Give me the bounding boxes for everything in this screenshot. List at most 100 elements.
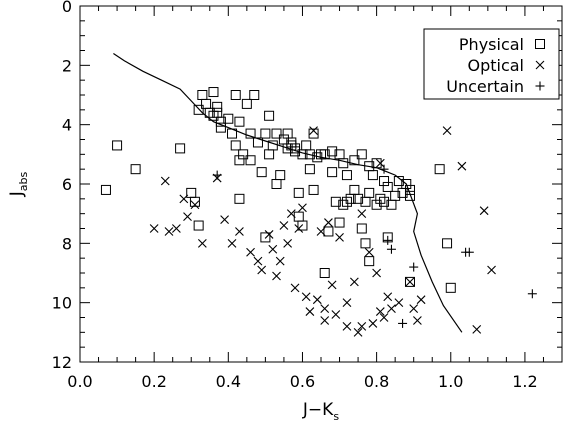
optical-point xyxy=(364,247,374,257)
optical-point xyxy=(375,158,385,168)
physical-point xyxy=(404,190,415,201)
optical-point xyxy=(268,244,278,254)
optical-point xyxy=(320,304,330,313)
optical-point xyxy=(190,200,200,210)
optical-point xyxy=(413,316,422,325)
optical-point xyxy=(164,227,174,236)
y-tick-label: 10 xyxy=(52,294,72,313)
optical-point xyxy=(442,126,452,135)
physical-point xyxy=(323,226,334,237)
optical-point xyxy=(375,307,385,316)
physical-point xyxy=(215,116,226,127)
optical-point xyxy=(405,277,415,287)
optical-point xyxy=(179,194,189,204)
x-tick-label: 1.0 xyxy=(438,372,463,391)
optical-point xyxy=(286,209,296,219)
optical-point xyxy=(264,230,274,239)
y-tick-label: 6 xyxy=(62,175,72,194)
physical-point xyxy=(390,190,401,201)
optical-point xyxy=(353,327,363,337)
model-curve-layer xyxy=(113,53,463,333)
physical-point xyxy=(353,193,364,204)
uncertain-point xyxy=(379,164,389,174)
legend-label: Uncertain xyxy=(446,77,524,96)
physical-point xyxy=(197,90,208,100)
physical-point xyxy=(193,104,204,115)
physical-point xyxy=(245,155,256,166)
uncertain-point xyxy=(464,247,474,257)
legend: Physical Optical Uncertain xyxy=(423,28,560,100)
physical-point xyxy=(249,90,260,100)
optical-point xyxy=(394,298,404,308)
physical-point xyxy=(189,196,200,207)
y-tick-label: 2 xyxy=(62,56,72,75)
optical-point xyxy=(312,295,322,305)
physical-point xyxy=(349,155,360,166)
physical-point xyxy=(130,164,141,175)
physical-point xyxy=(260,232,271,243)
optical-point xyxy=(149,224,159,233)
optical-point xyxy=(305,307,315,316)
optical-point xyxy=(275,256,285,266)
physical-point xyxy=(338,199,349,210)
y-tick-label: 12 xyxy=(52,353,72,372)
legend-label: Physical xyxy=(459,35,524,54)
physical-point xyxy=(293,211,304,222)
uncertain-point xyxy=(409,262,419,272)
physical-point xyxy=(327,167,338,178)
physical-point xyxy=(301,140,312,151)
optical-point xyxy=(316,227,326,236)
physical-point xyxy=(334,217,345,228)
physical-point xyxy=(271,128,282,139)
optical-point xyxy=(235,227,244,236)
optical-point xyxy=(301,292,311,302)
physical-point xyxy=(193,220,204,231)
physical-point xyxy=(282,128,293,139)
optical-point xyxy=(368,319,378,328)
physical-point xyxy=(349,184,360,195)
physical-point xyxy=(360,238,371,249)
physical-point xyxy=(264,110,275,121)
physical-point xyxy=(234,116,245,127)
physical-point xyxy=(252,137,263,148)
y-tick-label: 4 xyxy=(62,116,72,135)
physical-point xyxy=(308,128,319,139)
physical-point xyxy=(282,143,293,154)
y-tick-label: 0 xyxy=(62,0,72,16)
optical-point xyxy=(298,203,307,213)
physical-point xyxy=(204,107,215,118)
optical-point xyxy=(387,304,396,313)
physical-point xyxy=(241,98,252,109)
optical-point xyxy=(342,322,352,331)
optical-point xyxy=(324,218,333,227)
optical-point xyxy=(320,316,330,325)
optical-point xyxy=(416,295,426,305)
optical-point xyxy=(220,215,229,224)
physical-point xyxy=(286,140,297,151)
physical-point xyxy=(404,276,415,287)
optical-point xyxy=(283,238,293,248)
physical-point xyxy=(230,90,241,100)
optical-point xyxy=(342,298,352,308)
physical-point xyxy=(208,87,219,98)
physical-point xyxy=(275,170,286,181)
physical-point xyxy=(442,238,453,249)
x-tick-label: 0.4 xyxy=(216,372,241,391)
optical-point xyxy=(294,224,304,233)
axes: 0.0 0.2 0.4 0.6 0.8 1.0 1.2 0 2 4 6 8 10 12 xyxy=(52,0,563,391)
optical-point xyxy=(472,324,482,334)
physical-point xyxy=(234,193,245,204)
optical-point xyxy=(383,292,393,302)
optical-point xyxy=(290,283,300,293)
optical-point xyxy=(197,238,207,248)
optical-point xyxy=(279,221,289,230)
optical-point xyxy=(327,280,337,290)
optical-point xyxy=(349,277,359,287)
optical-point xyxy=(253,256,263,266)
physical-point xyxy=(375,193,386,204)
physical-point xyxy=(319,149,330,160)
y-tick-label: 8 xyxy=(62,234,72,253)
optical-point xyxy=(457,161,467,171)
physical-point xyxy=(364,187,375,198)
